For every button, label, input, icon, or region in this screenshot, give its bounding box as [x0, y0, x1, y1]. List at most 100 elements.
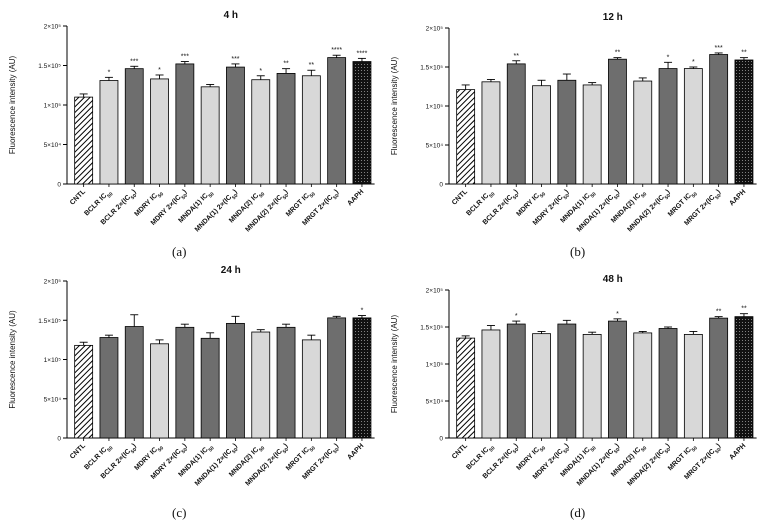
y-axis-label: Fluorescence intensity (AU): [390, 57, 399, 156]
panel-letter-d: (d): [570, 505, 586, 520]
bar: [658, 328, 678, 439]
chart-panel-1: 4 h Fluorescence intensity (AU) 0 5×10⁴ 1×10…: [8, 10, 375, 234]
significance-label: ***: [130, 58, 138, 65]
chart-title: 24 h: [221, 265, 241, 276]
significance-label: ****: [331, 47, 342, 54]
bar: [99, 80, 119, 185]
y-tick-label: 0: [439, 182, 443, 189]
bar: [124, 68, 144, 185]
y-tick-label: 0: [439, 436, 443, 443]
bar: [327, 317, 347, 439]
significance-label: *: [361, 308, 364, 315]
bar: [226, 66, 245, 185]
bar: [557, 79, 577, 185]
bar: [352, 61, 372, 185]
chart-panel-2: 12 h Fluorescence intensity (AU) 0 5×10⁴ 1×1…: [390, 12, 757, 234]
y-axis-label: Fluorescence intensity (AU): [390, 315, 399, 414]
bar: [481, 81, 501, 185]
y-tick-label: 5×10⁴: [426, 399, 444, 406]
bar: [175, 326, 195, 439]
significance-label: ***: [715, 45, 723, 52]
y-tick-label: 1.5×10⁵: [38, 318, 61, 325]
bar: [582, 84, 602, 185]
bar: [608, 58, 627, 185]
bar: [175, 63, 195, 185]
bar: [456, 89, 476, 185]
bar: [683, 333, 703, 439]
significance-label: **: [283, 61, 289, 68]
bar: [734, 316, 754, 439]
chart-title: 48 h: [603, 274, 623, 285]
bar: [74, 96, 94, 185]
bar: [506, 323, 526, 439]
y-tick-label: 2×10⁵: [426, 288, 444, 295]
bar: [327, 57, 347, 185]
y-tick-label: 0: [57, 436, 61, 443]
y-tick-label: 1×10⁵: [44, 357, 62, 364]
bar: [150, 78, 169, 185]
x-tick-label: AAPH: [728, 442, 747, 461]
bar: [124, 326, 144, 439]
bar: [301, 339, 321, 439]
y-axis-label: Fluorescence intensity (AU): [8, 310, 17, 409]
x-tick-label: CNTL: [69, 442, 88, 461]
y-tick-label: 1×10⁵: [426, 362, 444, 369]
significance-label: **: [309, 62, 315, 69]
y-tick-label: 2×10⁵: [44, 24, 62, 31]
bar: [683, 68, 703, 185]
bar: [456, 337, 476, 439]
bar: [352, 317, 372, 439]
panel-letter-a: (a): [172, 244, 187, 259]
chart-panel-4: 48 h Fluorescence intensity (AU) 0 5×10⁴ 1×1…: [390, 274, 757, 488]
bar: [200, 86, 220, 185]
bar: [301, 75, 321, 185]
x-tick-label: AAPH: [346, 188, 365, 207]
bar: [734, 59, 754, 185]
y-tick-label: 1×10⁵: [426, 104, 444, 111]
bar: [251, 331, 271, 439]
bar: [709, 54, 729, 185]
bar: [99, 337, 119, 439]
significance-label: **: [514, 53, 520, 60]
y-tick-label: 5×10⁴: [44, 142, 62, 149]
bar: [582, 333, 602, 439]
significance-label: *: [515, 313, 518, 320]
significance-label: ****: [356, 50, 367, 57]
bar: [658, 68, 678, 185]
significance-label: *: [108, 69, 111, 76]
y-tick-label: 0: [57, 182, 61, 189]
significance-label: *: [616, 311, 619, 318]
y-tick-label: 1×10⁵: [44, 103, 62, 110]
y-tick-label: 2×10⁵: [44, 279, 62, 286]
bar: [74, 344, 94, 439]
bar: [481, 329, 501, 439]
bar: [276, 326, 296, 439]
x-tick-label: AAPH: [728, 188, 747, 207]
significance-label: **: [716, 309, 722, 316]
y-tick-label: 5×10⁴: [44, 396, 62, 403]
bar: [150, 343, 169, 439]
x-tick-label: CNTL: [451, 188, 470, 207]
chart-title: 4 h: [224, 10, 238, 21]
y-tick-label: 1.5×10⁵: [420, 65, 443, 72]
significance-label: ***: [231, 56, 239, 63]
bar: [557, 323, 577, 439]
significance-label: *: [158, 67, 161, 74]
bar: [200, 337, 220, 439]
bar: [532, 85, 551, 185]
panel-letter-b: (b): [570, 244, 586, 259]
bar: [506, 63, 526, 185]
x-tick-label: CNTL: [451, 442, 470, 461]
bar: [633, 80, 653, 185]
y-axis-label: Fluorescence intensity (AU): [8, 56, 17, 155]
bar: [251, 79, 271, 185]
panel-letter-c: (c): [172, 505, 187, 520]
significance-label: *: [259, 68, 262, 75]
significance-label: *: [692, 59, 695, 66]
y-tick-label: 2×10⁵: [426, 26, 444, 33]
bar: [608, 320, 627, 439]
chart-panel-3: 24 h Fluorescence intensity (AU) 0 5×10⁴ 1×1…: [8, 265, 375, 488]
bar: [633, 332, 653, 439]
